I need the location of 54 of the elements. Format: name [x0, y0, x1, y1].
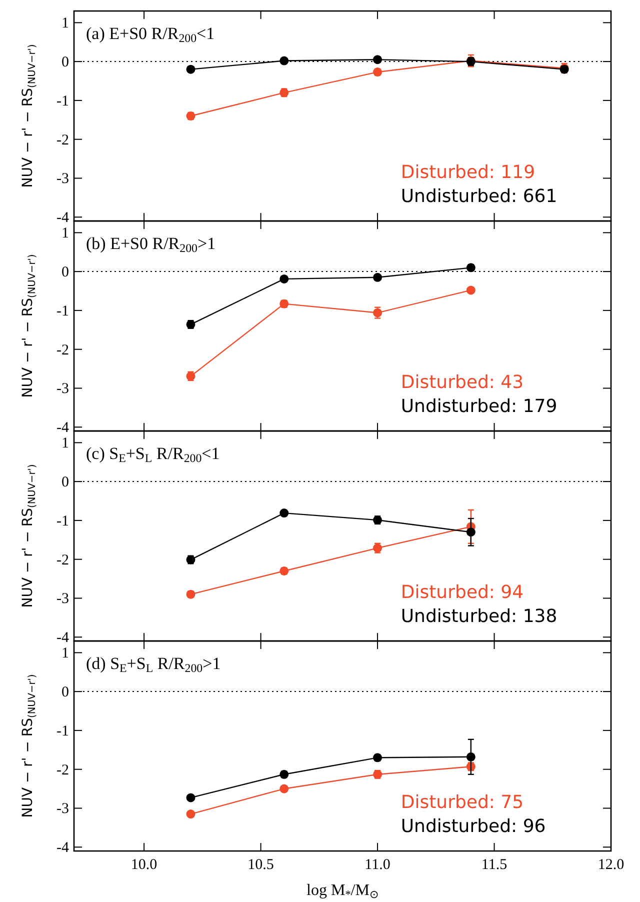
point	[373, 55, 382, 64]
x-tick-label: 11.5	[481, 857, 508, 873]
y-tick-label: 1	[62, 436, 69, 452]
y-tick-label: -2	[56, 132, 69, 148]
point	[280, 508, 289, 518]
y-tick-label: 0	[62, 54, 69, 71]
point	[186, 793, 196, 802]
y-tick-label: 1	[62, 16, 69, 32]
point	[280, 274, 289, 284]
point	[280, 56, 289, 66]
point	[466, 286, 476, 295]
text: (d) S$_{E}$+S$_{L}$ R/R$_{200}$>1	[86, 654, 221, 675]
x-tick-label: 11.0	[364, 857, 390, 873]
y-tick-label: -2	[56, 342, 69, 358]
y-tick-label: -2	[56, 762, 69, 778]
y-tick-label: 1	[62, 226, 69, 242]
y-tick-label: -1	[56, 93, 69, 110]
y-tick-label: -1	[56, 723, 69, 740]
point	[466, 752, 476, 762]
y-tick-label: -4	[56, 630, 70, 646]
text: Undisturbed: 179	[400, 396, 558, 417]
point	[373, 272, 382, 282]
text: Disturbed: 119	[400, 162, 536, 183]
text: Undisturbed: 138	[400, 606, 558, 627]
text: Disturbed: 43	[400, 372, 524, 393]
point	[466, 528, 476, 537]
point	[186, 810, 196, 819]
text: (c) S$_{E}$+S$_{L}$ R/R$_{200}$<1	[86, 444, 220, 465]
text: (a) E+S0 R/R$_{200}$<1	[86, 24, 215, 45]
point	[280, 784, 289, 794]
text: (b) E+S0 R/R$_{200}$>1	[86, 234, 216, 255]
y-tick-label: -4	[56, 420, 70, 436]
x-tick-label: 10.5	[248, 857, 274, 873]
y-tick-label: -1	[56, 513, 69, 530]
y-tick-label: -3	[56, 381, 69, 398]
y-tick-label: 0	[62, 684, 69, 701]
x-axis-title: log M$_{*}$/M$_{⊙}$	[306, 882, 378, 901]
y-tick-label: 0	[62, 264, 69, 281]
y-tick-label: -3	[56, 591, 69, 608]
y-tick-label: -3	[56, 171, 69, 188]
series-label: Disturbed: 75	[400, 792, 524, 813]
text: Undisturbed: 661	[400, 186, 558, 207]
y-tick-label: -4	[56, 210, 70, 226]
y-tick-label: -3	[56, 801, 69, 818]
text: Undisturbed: 96	[400, 816, 546, 837]
y-tick-label: 0	[62, 474, 69, 491]
x-tick-label: 10.0	[130, 857, 158, 873]
text: Disturbed: 94	[400, 582, 524, 603]
point	[186, 64, 196, 74]
y-tick-label: -1	[56, 303, 69, 320]
x-tick-label: 12.0	[598, 857, 624, 873]
y-tick-label: -2	[56, 552, 69, 568]
y-tick-label: -4	[56, 840, 70, 856]
y-tick-label: 1	[62, 646, 69, 662]
